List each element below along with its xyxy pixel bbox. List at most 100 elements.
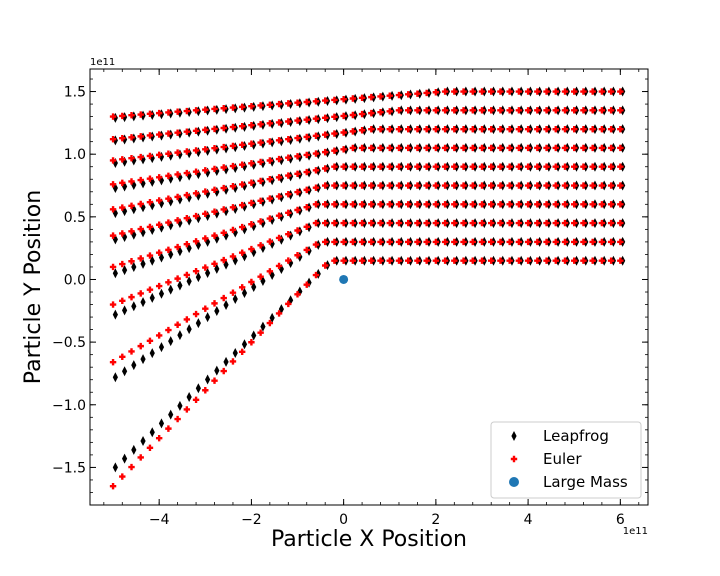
- euler-point: [331, 163, 338, 170]
- euler-point: [432, 163, 440, 170]
- euler-point: [321, 97, 329, 104]
- euler-point: [543, 201, 550, 208]
- euler-point: [229, 253, 237, 260]
- euler-point: [404, 219, 412, 227]
- euler-point: [598, 88, 606, 95]
- euler-point: [331, 238, 338, 246]
- euler-point: [128, 228, 135, 235]
- euler-point: [358, 219, 366, 227]
- euler-point: [349, 111, 357, 119]
- leapfrog-point: [260, 177, 266, 188]
- euler-point: [331, 219, 338, 227]
- euler-point: [257, 273, 264, 280]
- euler-point: [617, 182, 624, 189]
- euler-point: [238, 181, 246, 188]
- euler-point: [220, 184, 227, 192]
- euler-point: [368, 238, 375, 246]
- euler-point: [488, 201, 495, 208]
- euler-point: [266, 157, 274, 164]
- euler-point: [248, 179, 255, 186]
- euler-point: [506, 163, 513, 170]
- euler-point: [358, 182, 366, 189]
- euler-point: [451, 201, 458, 208]
- euler-point: [257, 242, 264, 249]
- euler-point: [248, 199, 255, 207]
- euler-point: [432, 257, 440, 264]
- euler-point: [524, 144, 532, 152]
- leapfrog-point: [121, 232, 128, 243]
- euler-point: [589, 182, 596, 189]
- euler-point: [571, 201, 578, 208]
- euler-point: [137, 255, 144, 262]
- euler-point: [478, 182, 486, 189]
- euler-point: [238, 161, 246, 168]
- euler-point: [321, 165, 329, 172]
- euler-point: [358, 127, 366, 134]
- leapfrog-point: [186, 392, 192, 403]
- euler-point: [303, 151, 310, 159]
- euler-point: [561, 88, 569, 95]
- euler-point: [414, 163, 421, 170]
- euler-point: [266, 120, 274, 127]
- euler-point: [386, 257, 393, 264]
- euler-point: [441, 219, 449, 227]
- euler-point: [146, 175, 154, 182]
- leapfrog-point: [288, 295, 294, 306]
- euler-point: [174, 193, 181, 201]
- euler-point: [303, 168, 310, 176]
- euler-point: [441, 163, 449, 170]
- leapfrog-point: [278, 234, 284, 245]
- legend-label-euler: Euler: [543, 450, 582, 468]
- x-offset-label: 1e11: [623, 526, 648, 537]
- euler-point: [386, 108, 393, 115]
- euler-point: [423, 257, 430, 264]
- euler-point: [395, 238, 403, 246]
- leapfrog-point: [168, 284, 174, 295]
- euler-point: [607, 257, 615, 264]
- euler-point: [441, 182, 449, 189]
- euler-point: [257, 102, 264, 109]
- euler-point: [451, 257, 458, 264]
- euler-point: [331, 113, 338, 121]
- leapfrog-point: [195, 318, 201, 329]
- euler-point: [404, 182, 412, 189]
- euler-point: [266, 101, 274, 108]
- euler-point: [202, 146, 209, 153]
- y-tick-label: 1.0: [64, 147, 86, 163]
- x-axis-label: Particle X Position: [271, 527, 467, 552]
- euler-point: [109, 301, 117, 308]
- euler-point: [119, 353, 126, 361]
- euler-point: [119, 473, 126, 480]
- euler-point: [312, 184, 320, 191]
- euler-point: [543, 182, 550, 189]
- euler-point: [137, 133, 144, 140]
- leapfrog-point: [204, 312, 211, 323]
- euler-point: [561, 182, 569, 189]
- euler-point: [119, 156, 126, 163]
- euler-point: [460, 107, 467, 114]
- plot-frame: [89, 68, 649, 506]
- euler-point: [469, 107, 476, 114]
- euler-point: [192, 310, 200, 318]
- euler-point: [432, 201, 440, 208]
- euler-point: [285, 257, 292, 264]
- euler-point: [404, 163, 412, 170]
- euler-point: [524, 163, 532, 170]
- euler-point: [451, 219, 458, 227]
- euler-point: [165, 279, 172, 286]
- leapfrog-point: [149, 348, 155, 359]
- euler-point: [598, 201, 606, 208]
- euler-point: [488, 163, 495, 170]
- euler-point: [515, 125, 523, 133]
- euler-point: [238, 249, 246, 256]
- euler-point: [368, 144, 375, 152]
- euler-point: [266, 175, 274, 183]
- leapfrog-point: [112, 268, 118, 279]
- euler-point: [497, 219, 504, 227]
- euler-point: [423, 238, 430, 246]
- euler-point: [524, 182, 532, 189]
- euler-point: [174, 129, 181, 136]
- euler-point: [285, 300, 292, 308]
- euler-point: [404, 107, 412, 114]
- leapfrog-point: [288, 257, 294, 268]
